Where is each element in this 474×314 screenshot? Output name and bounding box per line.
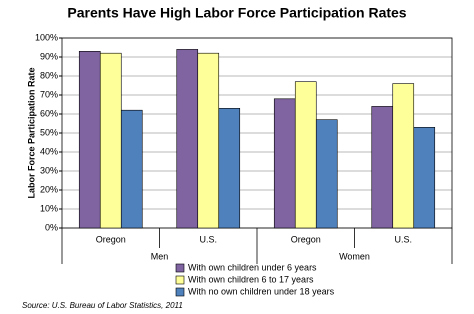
bar [176, 49, 199, 229]
legend-label: With own children 6 to 17 years [188, 274, 314, 284]
group-label: Women [339, 251, 370, 261]
bar [413, 127, 436, 229]
y-tick-label: 80% [40, 70, 58, 80]
y-tick-label: 30% [40, 165, 58, 175]
y-tick-label: 40% [40, 146, 58, 156]
legend-swatch [175, 287, 185, 297]
y-tick-label: 20% [40, 184, 58, 194]
bar [99, 52, 122, 229]
x-tick-label: U.S. [394, 234, 412, 244]
bar [273, 98, 296, 229]
x-tick-label: Oregon [291, 234, 321, 244]
y-tick-label: 100% [35, 32, 58, 42]
y-tick-label: 0% [45, 222, 58, 232]
bar [392, 83, 415, 229]
legend-swatch [175, 275, 185, 285]
source: Source: U.S. Bureau of Labor Statistics,… [22, 301, 183, 310]
y-tick-label: 70% [40, 89, 58, 99]
bar [197, 52, 220, 229]
chart-title: Parents Have High Labor Force Participat… [67, 5, 406, 21]
y-tick-label: 50% [40, 127, 58, 137]
y-tick-label: 10% [40, 203, 58, 213]
bar [120, 109, 143, 229]
bar [294, 81, 317, 229]
legend-label: With no own children under 18 years [188, 286, 335, 296]
legend-swatch [175, 263, 185, 273]
group-label: Men [151, 251, 169, 261]
bar [371, 106, 394, 229]
y-axis-label: Labor Force Participation Rate [26, 67, 36, 198]
bar [315, 119, 338, 229]
bar [218, 108, 241, 229]
legend-label: With own children under 6 years [188, 262, 317, 272]
y-tick-label: 60% [40, 108, 58, 118]
x-tick-label: U.S. [199, 234, 217, 244]
y-tick-label: 90% [40, 51, 58, 61]
bar [78, 50, 101, 229]
x-tick-label: Oregon [96, 234, 126, 244]
